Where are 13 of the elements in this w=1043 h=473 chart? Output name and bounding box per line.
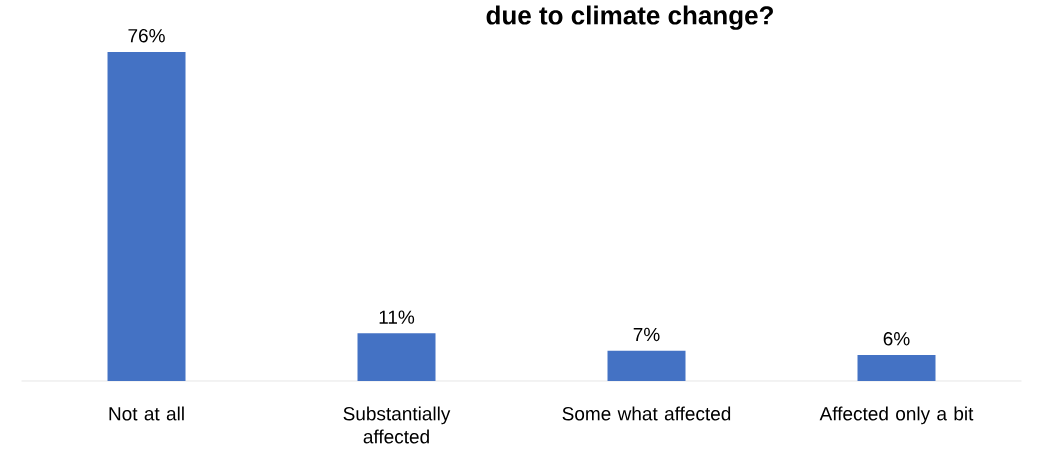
bar — [357, 333, 436, 381]
x-tick-label: Some what affected — [562, 406, 731, 421]
data-label: 7% — [633, 327, 660, 342]
data-label: 76% — [128, 29, 165, 43]
bar — [607, 350, 686, 381]
x-tick-label: Substantially affected — [343, 406, 451, 444]
x-tick-label: Not at all — [109, 406, 184, 421]
bar — [857, 355, 936, 381]
chart-title: due to climate change? — [486, 5, 773, 30]
data-label: 6% — [883, 332, 910, 346]
bar — [107, 51, 186, 381]
data-label: 11% — [379, 310, 415, 324]
x-tick-label: Affected only a bit — [819, 406, 974, 425]
